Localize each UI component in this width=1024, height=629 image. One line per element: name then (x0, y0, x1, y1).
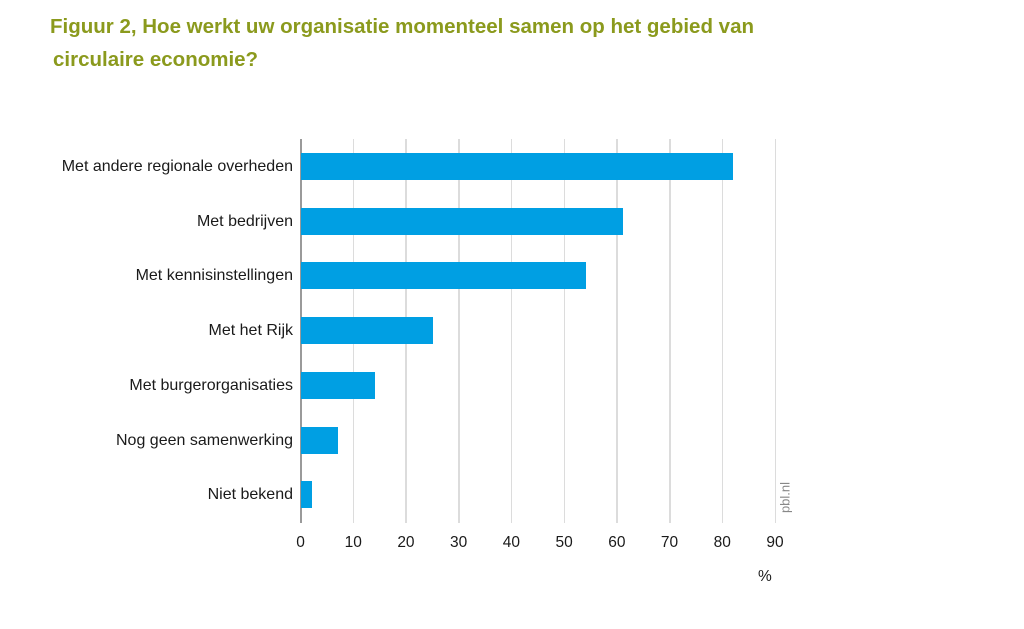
chart-title-line2: circulaire economie? (53, 48, 259, 71)
gridline (721, 139, 724, 523)
chart-title: Figuur 2, Hoe werkt uw organisatie momen… (50, 10, 950, 76)
x-tick-label: 10 (344, 534, 362, 551)
category-label: Met het Rijk (208, 322, 293, 340)
bar (301, 481, 312, 509)
x-tick-label: 0 (296, 534, 305, 551)
x-tick-label: 40 (502, 534, 520, 551)
bar (301, 153, 734, 180)
gridline (563, 139, 566, 523)
gridline (616, 139, 618, 523)
category-label: Nog geen samenwerking (116, 431, 293, 449)
chart-title-line1: Figuur 2, Hoe werkt uw organisatie momen… (50, 15, 754, 38)
category-label: Met andere regionale overheden (61, 158, 293, 175)
gridline (458, 139, 460, 523)
gridline (510, 139, 513, 523)
x-tick-label: 50 (555, 534, 573, 551)
x-tick-label: 60 (608, 534, 626, 551)
gridline (774, 139, 776, 523)
x-tick-label: 80 (713, 534, 731, 551)
plot-area (300, 139, 780, 523)
x-tick-label: 90 (766, 534, 784, 551)
x-tick-label: 70 (660, 534, 679, 551)
bar (301, 262, 586, 290)
category-label: Met kennisinstellingen (135, 267, 293, 285)
bar (301, 371, 375, 399)
x-axis-label: % (758, 568, 772, 585)
x-tick-label: 30 (450, 534, 468, 551)
bar (301, 207, 623, 235)
category-label: Met burgerorganisaties (129, 376, 293, 394)
bar (301, 317, 433, 345)
x-tick-label: 20 (397, 534, 415, 551)
category-label: Met bedrijven (196, 212, 293, 230)
source-label: pbl.nl (777, 481, 793, 514)
gridline (669, 139, 671, 523)
category-label: Niet bekend (207, 486, 293, 504)
bar (301, 426, 338, 454)
